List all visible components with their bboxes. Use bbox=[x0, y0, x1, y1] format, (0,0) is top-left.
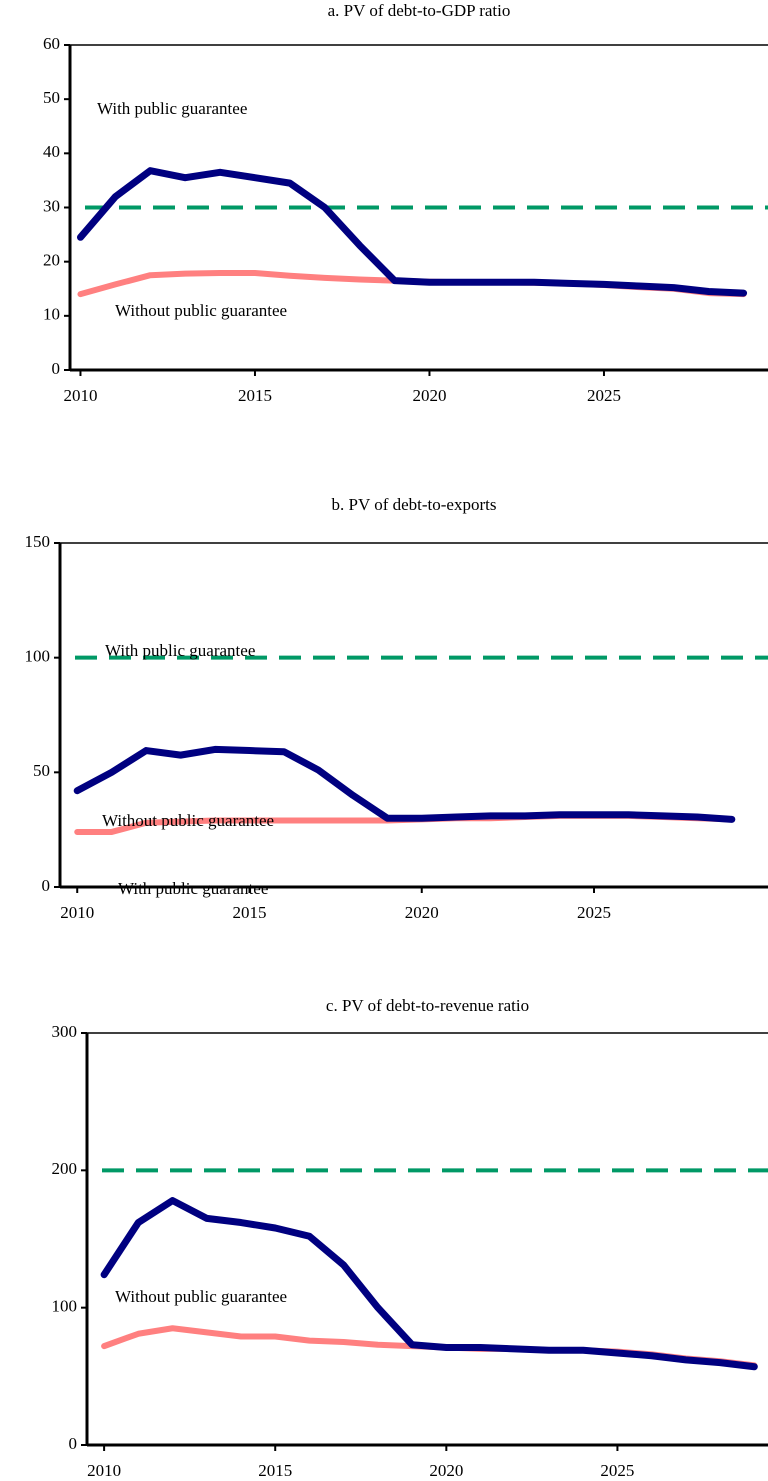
y-tick-label: 40 bbox=[43, 142, 60, 161]
y-tick-label: 0 bbox=[42, 876, 51, 895]
y-tick-label: 10 bbox=[43, 305, 60, 324]
x-tick-label: 2010 bbox=[63, 386, 97, 405]
series-label: With public guarantee bbox=[105, 641, 255, 660]
y-tick-label: 20 bbox=[43, 251, 60, 270]
y-tick-label: 300 bbox=[52, 1022, 78, 1041]
series-line bbox=[76, 167, 748, 297]
series-label: With public guarantee bbox=[118, 879, 268, 898]
y-tick-label: 100 bbox=[25, 647, 51, 666]
x-tick-label: 2010 bbox=[87, 1461, 121, 1480]
x-tick-label: 2020 bbox=[429, 1461, 463, 1480]
chart-title: c. PV of debt-to-revenue ratio bbox=[326, 996, 529, 1015]
y-tick-label: 50 bbox=[33, 761, 50, 780]
y-tick-label: 0 bbox=[52, 359, 61, 378]
series-label: Without public guarantee bbox=[115, 1287, 287, 1306]
series-line bbox=[73, 745, 736, 823]
x-tick-label: 2025 bbox=[600, 1461, 634, 1480]
y-tick-label: 200 bbox=[52, 1159, 78, 1178]
x-tick-label: 2020 bbox=[412, 386, 446, 405]
y-tick-label: 50 bbox=[43, 88, 60, 107]
series-line bbox=[100, 1197, 758, 1371]
series-label: Without public guarantee bbox=[115, 301, 287, 320]
x-tick-label: 2025 bbox=[587, 386, 621, 405]
y-tick-label: 30 bbox=[43, 196, 60, 215]
x-tick-label: 2025 bbox=[577, 903, 611, 922]
y-tick-label: 0 bbox=[69, 1434, 78, 1453]
chart-title: b. PV of debt-to-exports bbox=[332, 495, 497, 514]
x-tick-label: 2020 bbox=[405, 903, 439, 922]
y-tick-label: 60 bbox=[43, 34, 60, 53]
x-tick-label: 2015 bbox=[232, 903, 266, 922]
y-tick-label: 150 bbox=[25, 532, 51, 551]
x-tick-label: 2015 bbox=[258, 1461, 292, 1480]
y-tick-label: 100 bbox=[52, 1297, 78, 1316]
x-tick-label: 2010 bbox=[60, 903, 94, 922]
series-label: With public guarantee bbox=[97, 99, 247, 118]
series-label: Without public guarantee bbox=[102, 811, 274, 830]
chart-title: a. PV of debt-to-GDP ratio bbox=[328, 1, 511, 20]
x-tick-label: 2015 bbox=[238, 386, 272, 405]
